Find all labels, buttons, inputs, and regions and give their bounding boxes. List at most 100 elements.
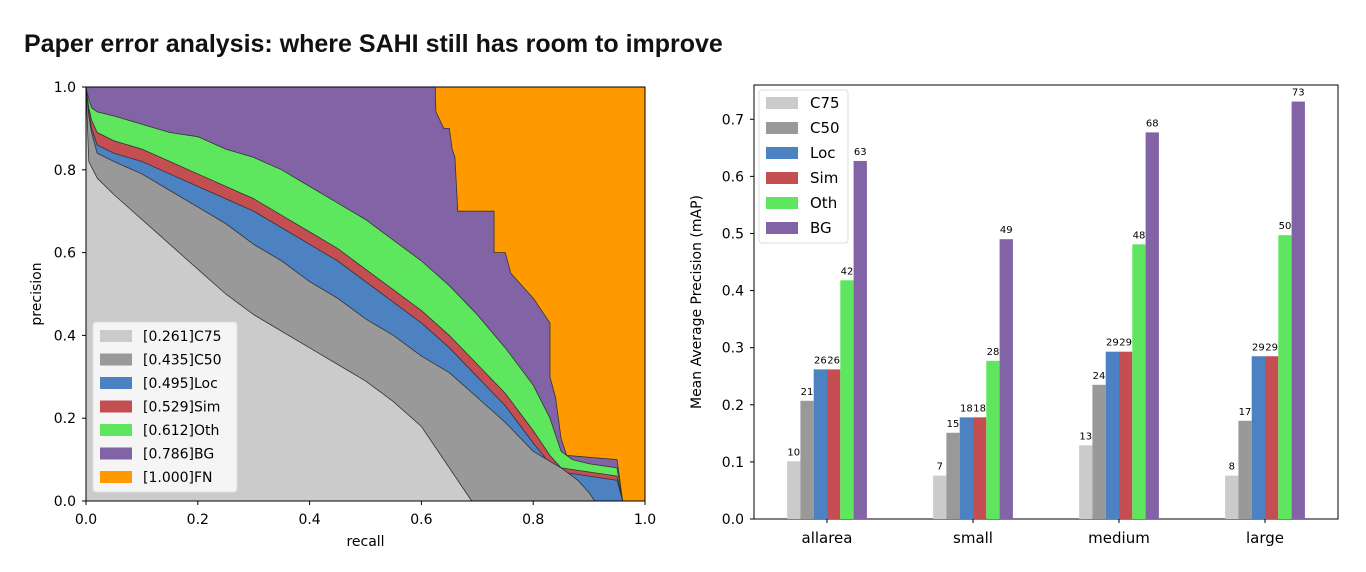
left-legend-swatch-c75 (100, 330, 132, 342)
bar-value-label: 26 (814, 355, 827, 366)
page-title: Paper error analysis: where SAHI still h… (24, 30, 723, 58)
bar-small-sim (973, 417, 987, 519)
bar-value-label: 15 (947, 419, 960, 430)
bar-value-label: 18 (960, 403, 973, 414)
right-legend-label-bg: BG (810, 219, 832, 237)
bar-value-label: 21 (801, 387, 814, 398)
left-legend-label-fn: [1.000]FN (143, 470, 213, 486)
bar-value-label: 28 (987, 347, 1000, 358)
bar-value-label: 13 (1079, 431, 1092, 442)
bar-large-bg (1291, 101, 1305, 520)
bar-allarea-sim (827, 369, 841, 519)
bar-medium-sim (1119, 351, 1133, 519)
bar-value-label: 26 (827, 355, 840, 366)
category-label-medium: medium (1088, 529, 1150, 547)
bar-allarea-bg (853, 160, 867, 519)
bar-small-c50 (946, 432, 960, 519)
bar-small-bg (999, 239, 1013, 519)
left-legend-swatch-bg (100, 447, 132, 460)
y-tick-label: 0.4 (54, 328, 76, 344)
right-legend-swatch-loc (766, 147, 798, 159)
left-legend: [0.261]C75 [0.435]C50 [0.495]Loc [0.529]Sim… (92, 321, 238, 493)
y-tick-label: 0.8 (54, 163, 76, 179)
left-legend-label-bg: [0.786]BG (143, 447, 214, 463)
bar-value-label: 73 (1292, 88, 1305, 99)
right-legend-swatch-oth (766, 197, 798, 209)
right-legend-label-loc: Loc (810, 144, 836, 162)
y-tick-label: 0.0 (722, 512, 744, 528)
x-axis-label: recall (346, 534, 384, 550)
right-legend-label-sim: Sim (810, 169, 838, 187)
left-legend-swatch-oth (100, 424, 132, 436)
bar-small-c75 (933, 475, 947, 519)
bar-value-label: 7 (937, 462, 943, 473)
bar-large-oth (1278, 235, 1292, 520)
right-plot-frame (753, 84, 1339, 520)
y-tick-label: 0.7 (722, 112, 744, 128)
right-legend-box (758, 89, 849, 244)
left-legend-swatch-c50 (100, 353, 132, 366)
bar-allarea-oth (840, 280, 854, 519)
right-legend-swatch-c50 (766, 122, 798, 134)
bar-value-label: 42 (841, 266, 854, 277)
bar-value-label: 29 (1265, 342, 1278, 353)
precision-recall-area-chart: 0.0 0.2 0.4 0.6 0.8 1.0 0.0 0.2 0.4 0.6 0.8 1.0 reca… (29, 80, 656, 550)
y-tick-label: 0.2 (722, 398, 744, 414)
right-legend-label-oth: Oth (810, 194, 837, 212)
bar-medium-c75 (1079, 445, 1093, 519)
y-tick-label: 0.5 (722, 226, 744, 242)
category-label-large: large (1246, 529, 1284, 547)
left-legend-label-c75: [0.261]C75 (143, 329, 222, 345)
bar-large-c50 (1238, 420, 1252, 519)
bar-medium-bg (1145, 132, 1159, 519)
bar-allarea-c75 (787, 461, 801, 519)
bar-small-loc (959, 417, 973, 519)
x-tick-label: 0.2 (187, 512, 209, 528)
category-label-allarea: allarea (802, 529, 853, 547)
bar-value-label: 63 (854, 147, 867, 158)
left-legend-label-oth: [0.612]Oth (143, 423, 219, 439)
bar-large-c75 (1225, 475, 1239, 519)
y-tick-label: 0.0 (54, 494, 76, 510)
bar-value-label: 48 (1133, 230, 1146, 241)
bar-allarea-loc (813, 369, 827, 519)
bar-allarea-c50 (800, 400, 814, 519)
left-plot-area: 0.0 0.2 0.4 0.6 0.8 1.0 0.0 0.2 0.4 0.6 0.8 1.0 reca… (29, 80, 656, 550)
bar-value-label: 10 (787, 447, 800, 458)
y-tick-label: 0.1 (722, 455, 744, 471)
bar-value-label: 24 (1093, 371, 1106, 382)
bar-value-label: 29 (1106, 338, 1119, 349)
right-legend: C75 C50 Loc Sim Oth BG (758, 89, 849, 244)
bar-value-label: 68 (1146, 118, 1159, 129)
bar-value-label: 49 (1000, 225, 1013, 236)
bar-value-label: 29 (1252, 342, 1265, 353)
x-tick-label: 0.8 (522, 512, 544, 528)
left-legend-label-sim: [0.529]Sim (143, 400, 220, 416)
bar-value-label: 17 (1239, 407, 1252, 418)
bar-value-label: 8 (1229, 462, 1235, 473)
right-legend-swatch-sim (766, 172, 798, 184)
left-legend-swatch-fn (100, 471, 132, 483)
bar-medium-oth (1132, 244, 1146, 520)
bar-medium-loc (1105, 351, 1119, 519)
right-legend-label-c50: C50 (810, 119, 840, 137)
bar-medium-c50 (1092, 384, 1106, 519)
y-tick-label: 0.6 (722, 169, 744, 185)
left-plot-frame (85, 86, 646, 502)
left-legend-swatch-loc (100, 377, 132, 389)
x-tick-label: 0.6 (410, 512, 432, 528)
right-legend-swatch-bg (766, 222, 798, 234)
bar-large-loc (1251, 356, 1265, 519)
left-legend-label-c50: [0.435]C50 (143, 353, 222, 369)
x-tick-label: 0.4 (298, 512, 320, 528)
y-tick-label: 1.0 (54, 80, 76, 96)
y-axis-label: precision (29, 262, 45, 325)
x-tick-label: 0.0 (75, 512, 97, 528)
y-tick-label: 0.6 (54, 246, 76, 262)
bar-large-sim (1265, 356, 1279, 519)
y-tick-label: 0.3 (722, 341, 744, 357)
left-legend-swatch-sim (100, 400, 132, 413)
right-legend-swatch-c75 (766, 97, 798, 109)
